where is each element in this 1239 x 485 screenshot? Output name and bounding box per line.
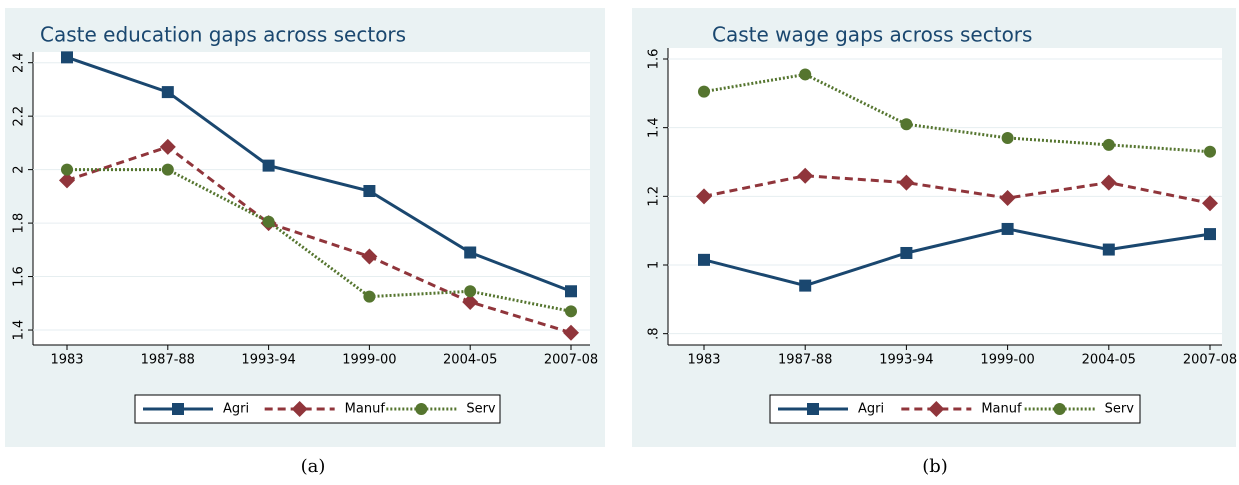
- marker: [464, 246, 477, 259]
- x-tick-label: 1987-88: [778, 353, 832, 368]
- marker: [797, 167, 814, 184]
- marker: [462, 293, 479, 310]
- marker: [361, 248, 378, 265]
- marker: [807, 403, 819, 415]
- marker: [1001, 131, 1014, 144]
- marker: [1204, 145, 1216, 158]
- plot-area: [33, 52, 590, 345]
- y-tick-label: 1.6: [647, 49, 662, 70]
- y-tick-label: 1: [647, 261, 662, 269]
- marker: [999, 190, 1016, 207]
- series-line: [703, 227, 1211, 288]
- marker: [565, 305, 577, 318]
- marker: [464, 285, 477, 298]
- legend-label: Serv: [466, 402, 496, 417]
- marker: [1053, 403, 1066, 415]
- x-tick-label: 2007-08: [1183, 353, 1237, 368]
- x-tick-label: 1993-94: [241, 353, 295, 368]
- marker: [291, 401, 308, 417]
- y-tick-label: 1.4: [647, 117, 662, 138]
- x-tick-label: 1983: [687, 353, 720, 368]
- marker: [1102, 243, 1115, 256]
- chart-title: Caste education gaps across sectors: [40, 23, 406, 47]
- x-tick-label: 1999-00: [980, 353, 1034, 368]
- legend-label: Agri: [858, 402, 884, 417]
- series-line: [67, 168, 572, 313]
- x-tick-label: 1993-94: [879, 353, 933, 368]
- marker: [161, 163, 174, 176]
- y-tick-label: 1.6: [12, 266, 27, 287]
- marker: [415, 403, 428, 415]
- marker: [698, 85, 710, 98]
- marker: [61, 51, 73, 64]
- marker: [1202, 195, 1218, 212]
- marker: [900, 118, 913, 131]
- marker: [1100, 174, 1117, 191]
- marker: [363, 290, 376, 303]
- series-line: [66, 55, 572, 293]
- series-line: [703, 72, 1211, 154]
- caption: (a): [301, 456, 326, 477]
- x-tick-label: 2004-05: [443, 353, 497, 368]
- legend-label: Manuf: [345, 402, 386, 417]
- marker: [565, 285, 577, 298]
- marker: [1001, 222, 1014, 235]
- legend-label: Manuf: [981, 402, 1022, 417]
- marker: [159, 138, 176, 155]
- marker: [172, 403, 184, 415]
- legend-label: Serv: [1105, 402, 1135, 417]
- marker: [898, 174, 915, 191]
- marker: [59, 172, 75, 189]
- marker: [696, 188, 712, 205]
- x-tick-label: 2007-08: [544, 353, 598, 368]
- marker: [698, 253, 710, 266]
- y-tick-label: 2.4: [12, 52, 27, 73]
- chart-title: Caste wage gaps across sectors: [712, 23, 1032, 47]
- x-tick-label: 2004-05: [1082, 353, 1136, 368]
- marker: [262, 159, 275, 172]
- y-tick-label: 1.8: [12, 213, 27, 234]
- x-tick-label: 1983: [50, 353, 83, 368]
- marker: [61, 163, 73, 176]
- marker: [799, 279, 812, 292]
- marker: [1204, 228, 1216, 241]
- marker: [928, 401, 945, 417]
- marker: [161, 86, 174, 99]
- marker: [900, 246, 913, 259]
- legend-label: Agri: [223, 402, 249, 417]
- marker: [799, 68, 812, 81]
- marker: [363, 185, 376, 198]
- y-tick-label: .8: [647, 327, 662, 339]
- y-tick-label: 2: [12, 165, 27, 173]
- marker: [1102, 138, 1115, 151]
- x-tick-label: 1987-88: [141, 353, 195, 368]
- y-tick-label: 2.2: [12, 106, 27, 127]
- y-tick-label: 1.4: [12, 320, 27, 341]
- y-tick-label: 1.2: [647, 186, 662, 207]
- x-tick-label: 1999-00: [342, 353, 396, 368]
- marker: [262, 215, 275, 228]
- caption: (b): [922, 456, 948, 477]
- marker: [563, 324, 579, 341]
